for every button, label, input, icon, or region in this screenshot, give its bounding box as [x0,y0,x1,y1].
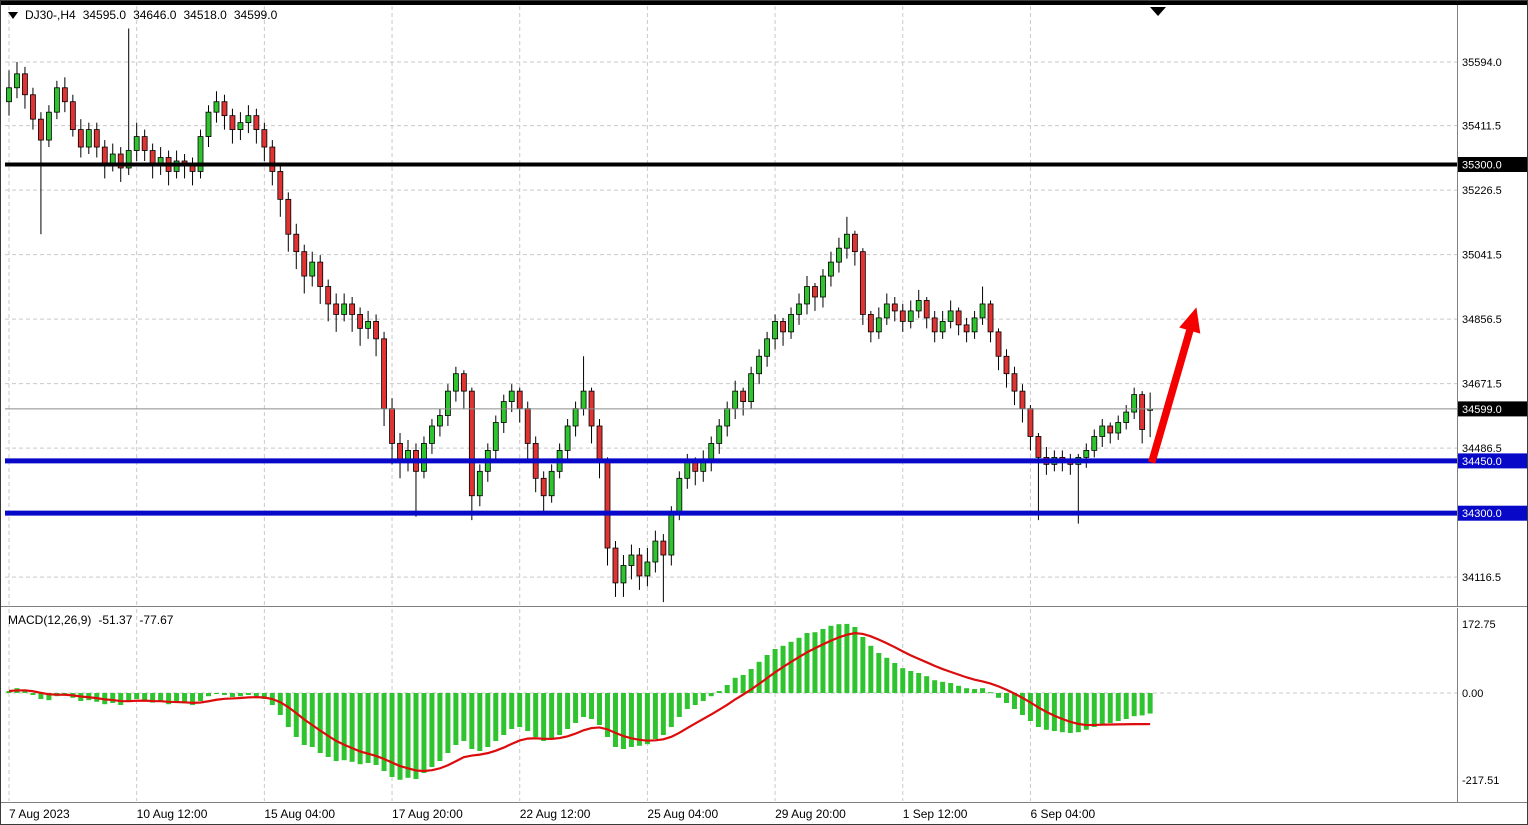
ohlc-open: 34595.0 [82,8,127,22]
price-tag-34300.0 [1458,505,1527,521]
svg-text:172.75: 172.75 [1462,619,1496,631]
ohlc-low: 34518.0 [183,8,227,22]
svg-text:35300.0: 35300.0 [1462,160,1502,172]
macd-panel-canvas[interactable]: 172.75 0.00 -217.51 [1,608,1528,802]
symbol-dropdown-icon[interactable] [8,12,18,19]
svg-text:0.00: 0.00 [1462,688,1483,700]
svg-text:34856.5: 34856.5 [1462,314,1502,326]
trend-arrow-annotation[interactable] [1148,307,1201,464]
time-tick-label: 1 Sep 12:00 [902,807,968,821]
time-tick-label: 29 Aug 20:00 [775,807,846,821]
chart-title: DJ30-,H4 34595.0 34646.0 34518.0 34599.0 [8,8,277,22]
svg-text:34486.5: 34486.5 [1462,443,1502,455]
ohlc-close: 34599.0 [233,8,278,22]
svg-text:35041.5: 35041.5 [1462,250,1502,262]
macd-value-signal: -77.67 [139,613,174,627]
ohlc-high: 34646.0 [133,8,177,22]
svg-text:35411.5: 35411.5 [1462,121,1501,133]
window-top-edge [1,1,1527,5]
time-tick-label: 7 Aug 2023 [9,807,70,821]
macd-signal-line [8,632,1151,773]
macd-label: MACD(12,26,9) [8,613,92,627]
price-tag-34599.0 [1458,401,1527,417]
time-tick-label: 15 Aug 04:00 [264,807,336,821]
svg-text:35594.0: 35594.0 [1462,57,1502,69]
time-tick-label: 6 Sep 04:00 [1030,807,1096,821]
svg-text:-217.51: -217.51 [1462,775,1499,787]
svg-text:34450.0: 34450.0 [1462,456,1502,468]
price-chart-canvas[interactable]: 35594.0 35411.5 35226.5 35041.5 34856.5 34671… [1,1,1528,608]
time-tick-label: 22 Aug 12:00 [519,807,591,821]
time-tick-label: 10 Aug 12:00 [136,807,208,821]
price-tag-35300.0 [1458,157,1527,172]
svg-text:34116.5: 34116.5 [1462,572,1501,584]
time-tick-label: 17 Aug 20:00 [392,807,463,821]
symbol-period-label: DJ30-,H4 [25,8,76,22]
price-axis-labels[interactable]: 35594.0 35411.5 35226.5 35041.5 34856.5 34671… [1458,57,1528,584]
macd-value-main: -51.37 [98,613,133,627]
time-axis[interactable]: 7 Aug 2023 10 Aug 12:00 15 Aug 04:00 17 Aug… [1,802,1527,824]
svg-text:34300.0: 34300.0 [1462,508,1502,520]
time-tick-label: 25 Aug 04:00 [647,807,719,821]
svg-text:34599.0: 34599.0 [1462,404,1502,416]
chart-shift-marker-icon[interactable] [1150,7,1166,16]
svg-text:34671.5: 34671.5 [1462,379,1502,391]
macd-axis-labels[interactable]: 172.75 0.00 -217.51 [1462,619,1499,787]
macd-readout: MACD(12,26,9) -51.37 -77.67 [8,613,173,627]
svg-text:35226.5: 35226.5 [1462,185,1502,197]
price-tag-34450.0 [1458,453,1527,469]
